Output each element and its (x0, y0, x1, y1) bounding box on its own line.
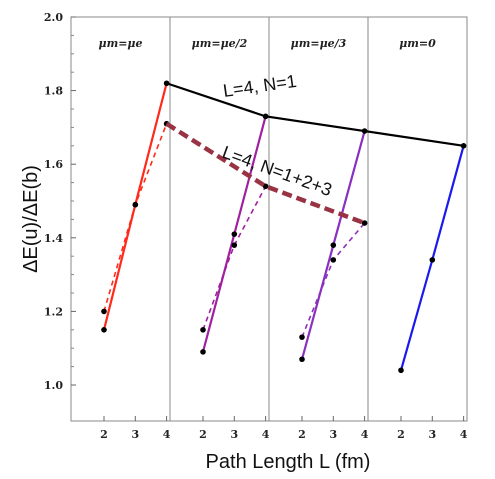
data-point (429, 257, 436, 263)
region-labels: μm=μe μm=μe/2 μm=μe/3 μm=0 (99, 37, 437, 50)
y-tick-label: 1.4 (44, 232, 63, 245)
x-tick-label: 3 (131, 428, 139, 441)
x-tick-label: 2 (397, 428, 405, 441)
x-tick-label: 3 (428, 428, 436, 441)
data-point (460, 143, 467, 149)
x-tick-label: 3 (230, 428, 238, 441)
x-tick-label: 4 (361, 428, 369, 441)
x-tick-label: 2 (100, 428, 108, 441)
y-tick-label: 1.6 (44, 158, 63, 171)
panel-label: μm=μe/3 (291, 37, 347, 50)
x-tick-label: 2 (298, 428, 306, 441)
data-point (231, 231, 238, 237)
y-tick-label: 1.2 (44, 305, 63, 318)
data-point (262, 183, 269, 190)
x-axis-title: Path Length L (fm) (206, 451, 371, 473)
y-tick-label: 1.0 (44, 379, 63, 392)
data-point (101, 308, 107, 315)
overlay-line-1 (165, 121, 366, 226)
data-point (330, 242, 337, 248)
y-tick-label: 1.8 (44, 85, 63, 98)
y-tick-label: 2.0 (44, 11, 63, 24)
overlay-layer (165, 82, 464, 226)
panel-label: μm=μe (99, 37, 143, 50)
data-point (398, 367, 404, 374)
panel-label: μm=μe/2 (192, 37, 248, 50)
x-axis: 2 3 4 2 3 4 2 3 4 2 3 4 (100, 416, 468, 441)
x-tick-label: 4 (163, 428, 171, 441)
data-point (361, 220, 368, 226)
data-point (330, 257, 337, 263)
data-point (200, 327, 206, 333)
data-point (101, 327, 107, 333)
series-line-dashed (301, 222, 366, 338)
series-line-dashed (202, 185, 267, 331)
y-axis-title: ΔE(u)/ΔE(b) (20, 165, 42, 273)
data-point (200, 349, 206, 355)
x-tick-label: 4 (262, 428, 270, 441)
data-point (231, 242, 238, 248)
overlay-line-0 (166, 82, 464, 147)
x-tick-label: 3 (329, 428, 337, 441)
x-tick-label: 2 (199, 428, 207, 441)
data-point (299, 356, 305, 363)
data-point (132, 201, 139, 208)
series-line-dashed (103, 123, 168, 312)
panel-label: μm=0 (399, 37, 436, 50)
x-tick-label: 4 (460, 428, 468, 441)
annotation-n1: L=4, N=1 (222, 71, 298, 101)
series-layer (101, 80, 467, 374)
data-point (299, 334, 305, 340)
y-axis: 1.0 1.2 1.4 1.6 1.8 2.0 (44, 11, 76, 392)
